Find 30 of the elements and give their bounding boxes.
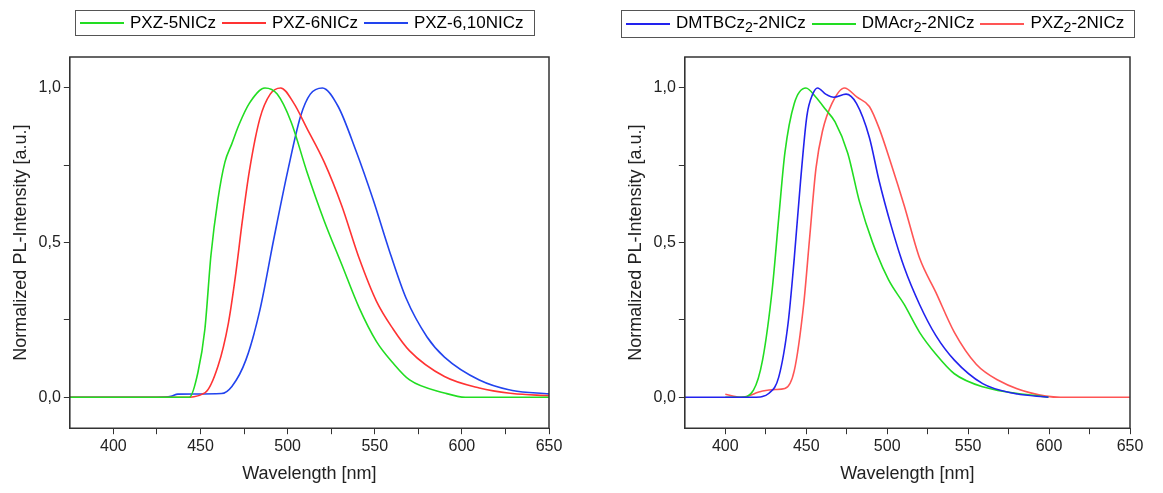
x-tick-label: 400 [711,437,739,455]
legend-label: PXZ-6NICz [271,13,358,33]
y-tick-label: 0,5 [38,233,61,251]
line-series [69,87,549,399]
x-tick-label: 550 [954,437,982,455]
y-tick-label: 1,0 [653,78,676,96]
legend-label: PXZ$_{2}$-2NICz [1030,13,1125,36]
legend-label: PXZ-5NICz [130,13,216,33]
x-axis-title: Wavelength [nm] [242,463,377,484]
x-tick-label: 500 [873,437,901,455]
line-series [724,87,1130,399]
x-tick-label: 650 [1116,437,1144,455]
x-tick-label: 600 [448,437,476,455]
legend-label: PXZ-6,10NICz [413,13,524,33]
x-tick-label: 650 [535,437,563,455]
legend-label: DMTBCz$_{2}$-2NICz [676,13,806,36]
legend-label: DMAcr$_{2}$-2NICz [861,13,975,36]
x-tick-label: 450 [187,437,214,455]
x-axis-title: Wavelength [nm] [840,463,975,484]
y-tick-label: 0,0 [653,387,676,405]
y-tick-label: 0,0 [38,387,61,405]
y-tick-label: 1,0 [38,78,61,96]
x-tick-label: 600 [1035,437,1063,455]
x-tick-label: 450 [792,437,820,455]
x-tick-label: 550 [361,437,389,455]
x-tick-label: 400 [100,437,127,455]
y-axis-title: Normalized PL-Intensity [a.u.] [624,124,645,361]
x-tick-label: 500 [274,437,302,455]
y-axis-title: Normalized PL-Intensity [a.u.] [9,124,30,361]
y-tick-label: 0,5 [653,233,676,251]
